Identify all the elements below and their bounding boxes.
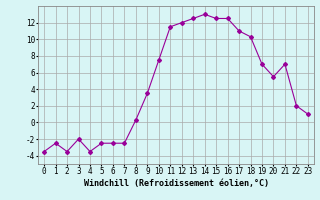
X-axis label: Windchill (Refroidissement éolien,°C): Windchill (Refroidissement éolien,°C)	[84, 179, 268, 188]
